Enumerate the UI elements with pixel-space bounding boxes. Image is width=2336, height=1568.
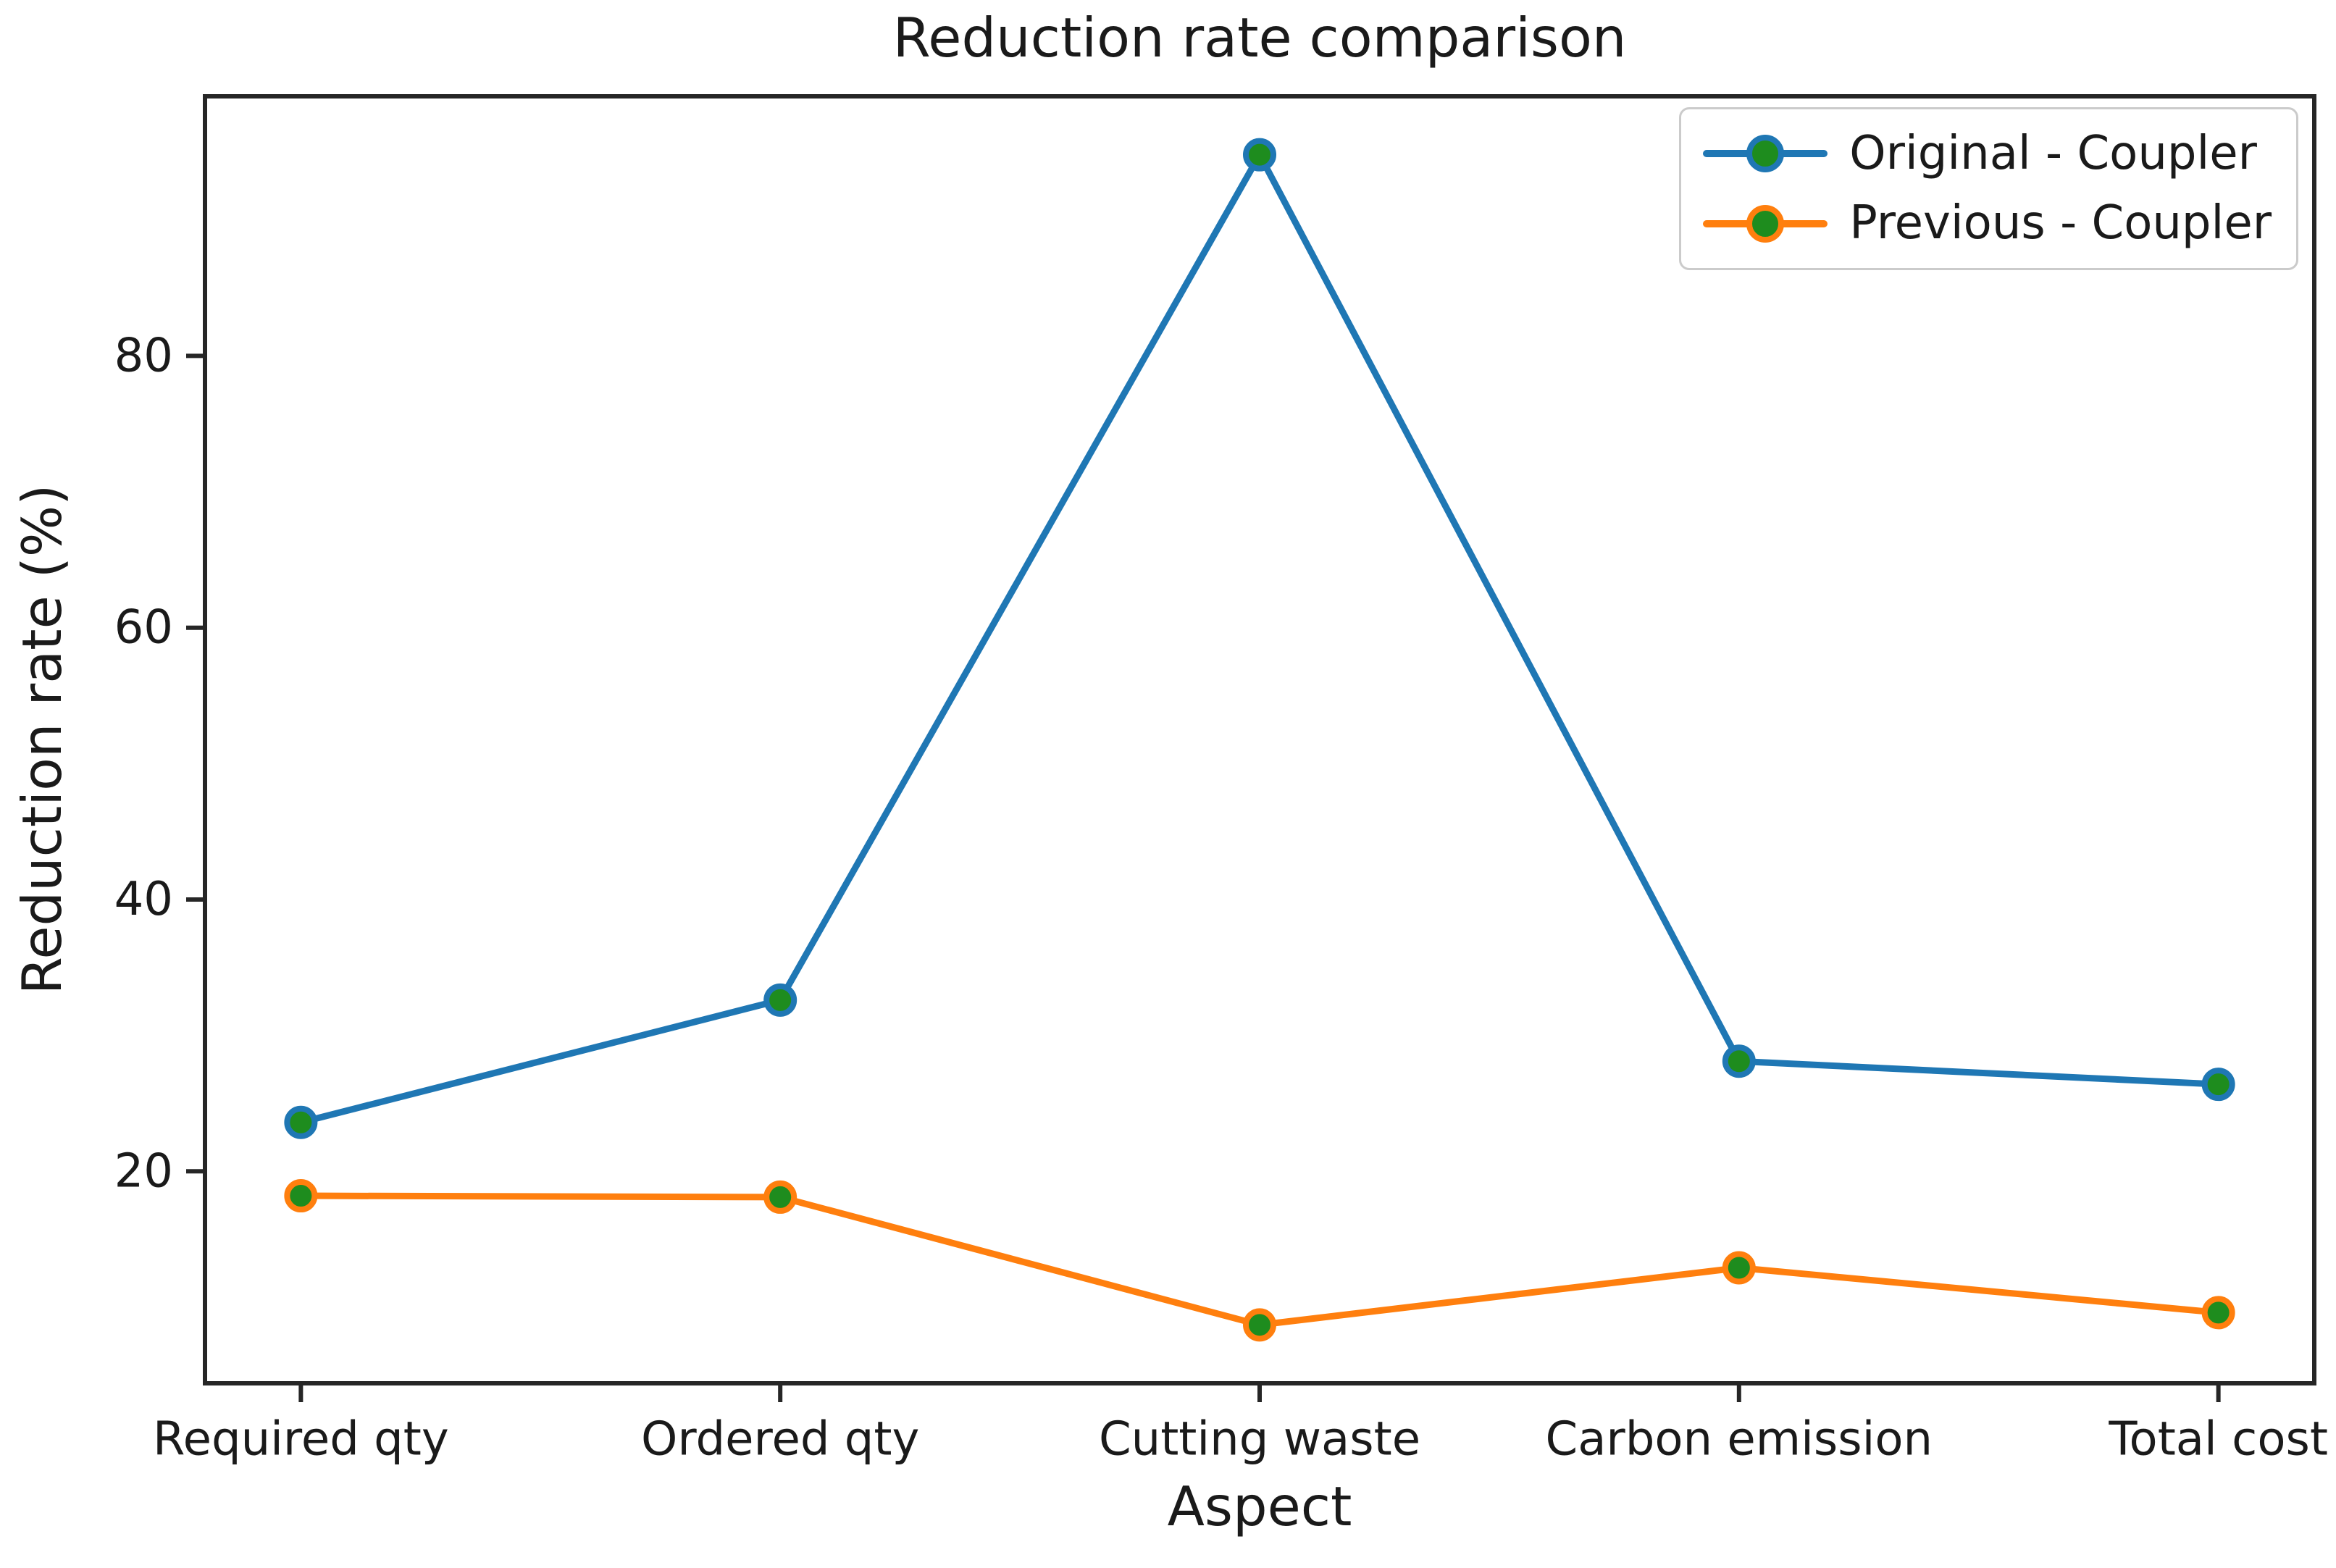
data-point-marker [1243, 138, 1276, 172]
data-point-marker [763, 1180, 797, 1214]
x-tick-label: Cutting waste [1099, 1412, 1420, 1466]
y-tick-label: 60 [114, 601, 173, 655]
legend-swatch-original [1703, 134, 1828, 173]
series-line-0 [300, 151, 2219, 1126]
legend-label-original: Original - Coupler [1849, 127, 2257, 180]
legend-marker-icon-original [1746, 135, 1785, 173]
y-tick-label: 20 [114, 1144, 173, 1198]
x-tick-label: Required qty [153, 1412, 449, 1466]
legend-label-previous: Previous - Coupler [1849, 196, 2272, 251]
x-tick-label: Ordered qty [641, 1412, 919, 1466]
series-line-1 [301, 1192, 2219, 1328]
data-point-marker [1722, 1044, 1756, 1078]
data-point-marker [763, 983, 797, 1017]
y-tick-label: 80 [114, 329, 173, 382]
x-axis-label: Aspect [1167, 1475, 1352, 1538]
legend-entry-original: Original - Coupler [1703, 128, 2272, 179]
legend: Original - Coupler Previous - Coupler [1679, 107, 2298, 270]
data-point-marker [1722, 1251, 1756, 1285]
x-tick-label: Carbon emission [1546, 1412, 1933, 1466]
y-tick-label: 40 [114, 873, 173, 926]
data-point-marker [284, 1105, 318, 1139]
chart-title: Reduction rate comparison [892, 6, 1627, 70]
legend-marker-icon-previous [1746, 204, 1785, 243]
legend-entry-previous: Previous - Coupler [1703, 196, 2272, 251]
data-point-marker [1243, 1308, 1276, 1342]
data-point-marker [2201, 1296, 2235, 1330]
data-point-marker [284, 1179, 318, 1213]
data-point-marker [2201, 1068, 2235, 1102]
legend-swatch-previous [1703, 204, 1828, 243]
plot-frame [203, 94, 2316, 1385]
x-tick-label: Total cost [2108, 1412, 2328, 1466]
